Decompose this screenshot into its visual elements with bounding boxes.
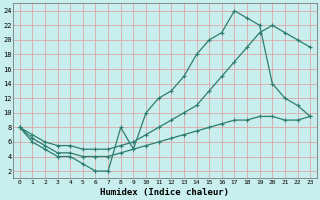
- X-axis label: Humidex (Indice chaleur): Humidex (Indice chaleur): [100, 188, 229, 197]
